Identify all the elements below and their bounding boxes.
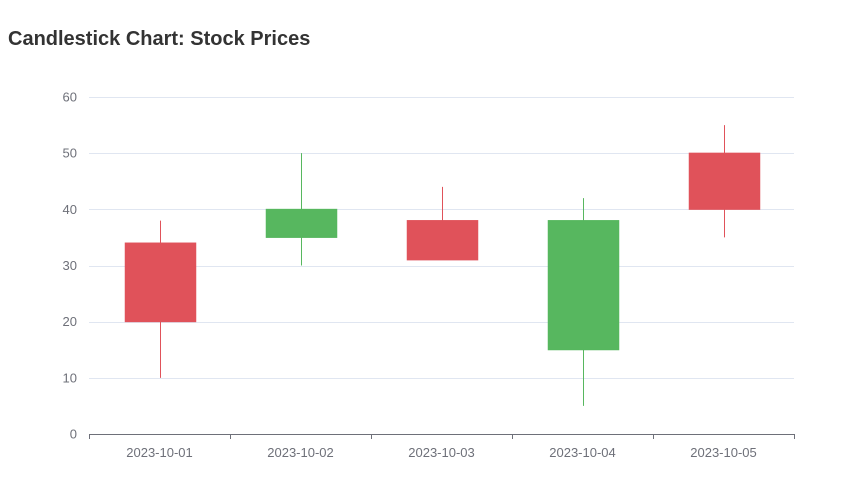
candle-body bbox=[547, 220, 620, 351]
y-tick-label: 0 bbox=[70, 427, 77, 442]
chart-title: Candlestick Chart: Stock Prices bbox=[8, 28, 311, 50]
candle-body bbox=[124, 242, 197, 323]
x-tick-label: 2023-10-05 bbox=[690, 445, 757, 460]
grid-lines bbox=[89, 97, 794, 379]
y-tick-label: 20 bbox=[63, 314, 77, 329]
candle bbox=[688, 125, 761, 238]
candle bbox=[547, 198, 620, 406]
y-tick-label: 30 bbox=[63, 258, 77, 273]
x-tick-label: 2023-10-01 bbox=[126, 445, 193, 460]
candles bbox=[124, 125, 761, 406]
y-tick-label: 40 bbox=[63, 202, 77, 217]
x-tick-label: 2023-10-03 bbox=[408, 445, 475, 460]
y-tick-label: 50 bbox=[63, 146, 77, 161]
candle bbox=[124, 220, 197, 378]
candle bbox=[265, 153, 338, 266]
x-axis: 2023-10-01 2023-10-02 2023-10-03 2023-10-04… bbox=[89, 434, 795, 460]
y-tick-label: 10 bbox=[63, 370, 77, 385]
y-axis: 0 10 20 30 40 50 60 bbox=[63, 90, 77, 442]
x-tick-label: 2023-10-04 bbox=[549, 445, 616, 460]
candle bbox=[406, 186, 479, 261]
x-tick-label: 2023-10-02 bbox=[267, 445, 334, 460]
candle-body bbox=[688, 152, 761, 210]
candle-body bbox=[406, 220, 479, 261]
candle-body bbox=[265, 208, 338, 238]
y-tick-label: 60 bbox=[63, 90, 77, 105]
